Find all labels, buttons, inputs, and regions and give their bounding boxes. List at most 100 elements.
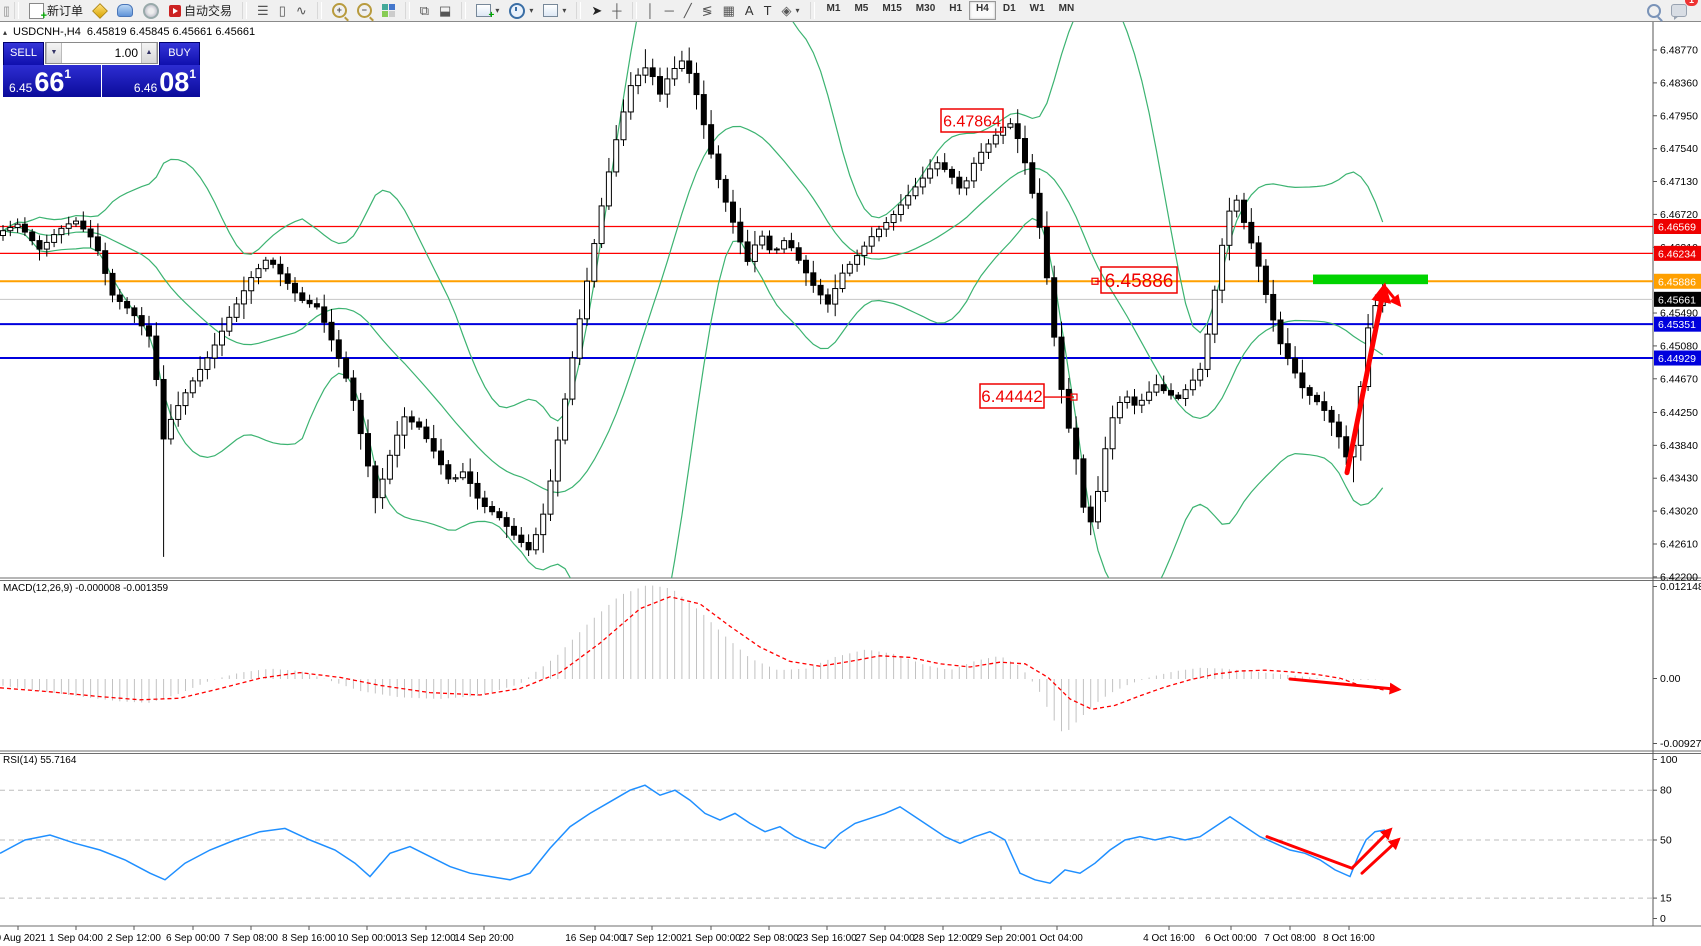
auto-trading-button[interactable]: 自动交易 bbox=[164, 0, 237, 21]
price-badge bbox=[1654, 219, 1701, 235]
rsi-annotation-arrow[interactable] bbox=[1350, 827, 1393, 870]
shapes-dropdown[interactable]: ◈ ▾ bbox=[781, 3, 800, 18]
timeframe-h4-button[interactable]: H4 bbox=[969, 1, 996, 20]
timeframe-m1-button[interactable]: M1 bbox=[826, 3, 841, 14]
clock-icon bbox=[509, 2, 526, 19]
line-chart-mode-button[interactable]: ∿ bbox=[291, 0, 312, 21]
bb-middle bbox=[2, 125, 1384, 494]
new-chart-dropdown[interactable]: ▾ bbox=[471, 0, 504, 21]
timeframe-mn-button[interactable]: MN bbox=[1058, 3, 1075, 14]
date-label: 27 Sep 04:00 bbox=[855, 933, 915, 944]
trend-arrow[interactable] bbox=[1344, 282, 1392, 476]
volume-input[interactable] bbox=[62, 43, 141, 63]
cursor-tool-button[interactable]: ➤ bbox=[586, 0, 607, 21]
date-label: 1 Sep 04:00 bbox=[49, 933, 103, 944]
rsi-axis-label: 0 bbox=[1660, 913, 1666, 925]
market-watch-button[interactable] bbox=[112, 0, 138, 21]
sell-button[interactable]: SELL bbox=[3, 42, 44, 66]
timeframe-h1-button[interactable]: H1 bbox=[949, 3, 963, 14]
sell-quote[interactable]: 6.45 66 1 bbox=[3, 65, 101, 97]
cascade-windows-button[interactable]: ⧉ bbox=[415, 0, 434, 21]
zoom-in-button[interactable]: + bbox=[327, 0, 352, 21]
price-tick-label: 6.43430 bbox=[1660, 473, 1698, 485]
rsi-axis-label: 80 bbox=[1660, 785, 1672, 797]
buy-quote[interactable]: 6.46 08 1 bbox=[102, 65, 200, 97]
macd-histogram bbox=[2, 585, 1384, 732]
period-dropdown[interactable]: ▾ bbox=[504, 0, 538, 21]
notification-badge: 1 bbox=[1685, 0, 1698, 6]
collapse-marker-icon[interactable]: ▴ bbox=[3, 27, 8, 37]
text-tool-button[interactable]: A bbox=[740, 0, 759, 21]
macd-pane[interactable] bbox=[0, 585, 1402, 732]
price-annotation[interactable]: 6.44442 bbox=[979, 383, 1078, 409]
timeframe-w1-button[interactable]: W1 bbox=[1029, 3, 1045, 14]
vline-tool-button[interactable]: │ bbox=[642, 0, 660, 21]
candle-chart-mode-button[interactable]: ▯ bbox=[274, 0, 291, 21]
fibonacci-tool-button[interactable]: ≶ bbox=[697, 0, 718, 21]
candles bbox=[0, 47, 1386, 557]
bb-upper bbox=[2, 22, 1384, 422]
trendline-tool-button[interactable]: ╱ bbox=[679, 0, 697, 21]
trend-arrow[interactable] bbox=[1384, 286, 1402, 308]
rsi-annotation-arrow[interactable] bbox=[1360, 837, 1401, 875]
timeframe-m15-button[interactable]: M15 bbox=[882, 3, 902, 14]
grid-tool-button[interactable]: ▦ bbox=[718, 0, 740, 21]
price-badge-label: 6.45886 bbox=[1658, 276, 1696, 288]
date-label: 21 Sep 00:00 bbox=[681, 933, 741, 944]
price-annotations[interactable]: 6.47864 6.45886 6.44442 bbox=[940, 108, 1178, 409]
date-label: 30 Aug 2021 bbox=[0, 933, 47, 944]
fibonacci-icon: ≶ bbox=[701, 3, 713, 18]
price-axis[interactable]: 6.48770 6.48360 6.47950 6.47540 6.47130 6.467… bbox=[1653, 45, 1701, 584]
volume-box: ▼ ▲ bbox=[45, 42, 158, 64]
bb-lower bbox=[2, 217, 1384, 578]
auto-trading-icon bbox=[169, 4, 182, 17]
separator bbox=[461, 2, 467, 19]
timeframe-d1-button[interactable]: D1 bbox=[1002, 3, 1016, 14]
indicator-axes[interactable]: 0.012148 0.00 -0.00927 100 80 50 15 0 bbox=[1653, 581, 1701, 925]
shapes-icon: ◈ bbox=[781, 3, 792, 18]
notifications-button[interactable]: 1 bbox=[1666, 0, 1698, 21]
one-click-trading-panel: SELL ▼ ▲ BUY 6.45 66 1 6.46 08 1 bbox=[3, 42, 200, 98]
price-annotation[interactable]: 6.45886 bbox=[1091, 266, 1178, 294]
date-label: 6 Sep 00:00 bbox=[166, 933, 220, 944]
bar-chart-mode-button[interactable]: ☰ bbox=[252, 0, 274, 21]
volume-down-stepper[interactable]: ▼ bbox=[46, 43, 62, 63]
buy-button[interactable]: BUY bbox=[159, 42, 200, 66]
price-tick-label: 6.46720 bbox=[1660, 209, 1698, 221]
chart-window-button[interactable] bbox=[88, 0, 112, 21]
separator bbox=[316, 2, 322, 19]
tile-horizontal-button[interactable]: ⬓ bbox=[434, 0, 456, 21]
chart-title: ▴ USDCNH-,H4 6.45819 6.45845 6.45661 6.4… bbox=[3, 26, 255, 38]
price-tick-label: 6.48360 bbox=[1660, 77, 1698, 89]
rsi-annotation-line[interactable] bbox=[1265, 835, 1354, 870]
hline-tool-button[interactable]: ─ bbox=[660, 0, 679, 21]
crosshair-tool-button[interactable]: ┼ bbox=[607, 0, 626, 21]
search-button[interactable] bbox=[1642, 0, 1666, 21]
volume-up-stepper[interactable]: ▲ bbox=[141, 43, 157, 63]
cascade-icon: ⧉ bbox=[419, 3, 430, 18]
price-badge bbox=[1654, 316, 1701, 332]
label-tool-button[interactable]: T bbox=[759, 0, 777, 21]
separator bbox=[631, 2, 637, 19]
template-dropdown[interactable]: ▾ bbox=[538, 0, 571, 21]
timeframe-m5-button[interactable]: M5 bbox=[854, 3, 869, 14]
new-order-button[interactable]: + 新订单 bbox=[24, 0, 88, 21]
line-chart-icon: ∿ bbox=[295, 3, 307, 18]
green-zone-rectangle[interactable] bbox=[1313, 274, 1428, 285]
date-label: 13 Sep 12:00 bbox=[396, 933, 456, 944]
timeframe-m30-button[interactable]: M30 bbox=[915, 3, 936, 14]
rsi-pane[interactable] bbox=[0, 784, 1653, 899]
price-badge-label: 6.46569 bbox=[1658, 222, 1696, 234]
signals-button[interactable] bbox=[138, 0, 164, 21]
price-badge-label: 6.45351 bbox=[1658, 319, 1696, 331]
macd-arrow[interactable] bbox=[1288, 677, 1402, 695]
tile-windows-button[interactable] bbox=[377, 0, 400, 21]
price-tick-label: 6.47540 bbox=[1660, 143, 1698, 155]
price-tick-label: 6.47950 bbox=[1660, 110, 1698, 122]
separator bbox=[14, 2, 19, 19]
zoom-out-button[interactable]: − bbox=[352, 0, 377, 21]
price-annotation[interactable]: 6.47864 bbox=[940, 108, 1004, 133]
